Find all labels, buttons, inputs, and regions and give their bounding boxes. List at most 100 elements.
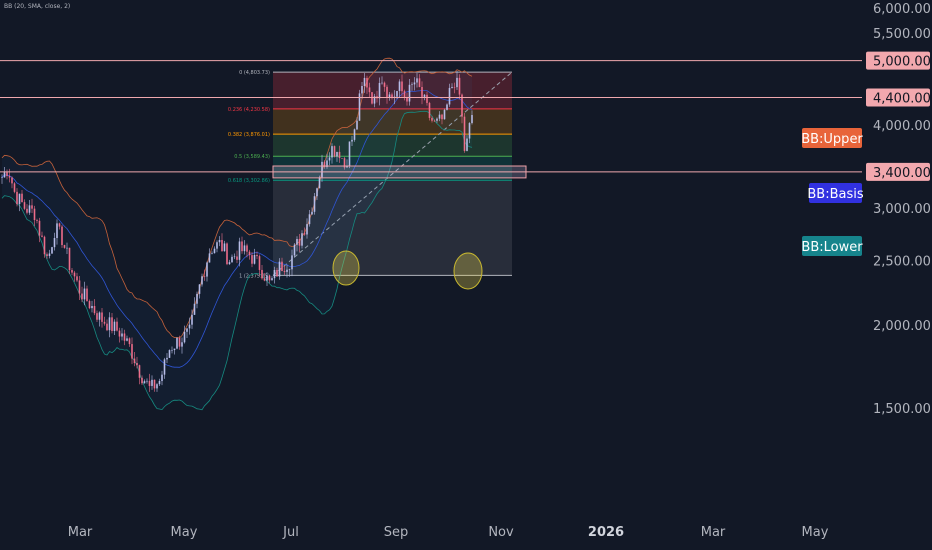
candle-body [218,239,221,243]
candle-body [88,301,91,309]
candle-body [78,280,81,294]
candle-body [181,342,183,347]
candle-body [353,129,356,140]
candle-body [116,321,118,331]
candle-body [101,312,103,322]
candle-body [203,276,206,277]
candle-body [348,141,351,167]
candle-body [6,172,8,176]
candle-body [221,239,223,252]
bb-tag [802,236,862,256]
indicator-label[interactable]: BB (20, SMA, close, 2) [4,3,71,10]
candle-body [301,233,303,246]
candle-body [141,377,143,384]
candle-body [286,269,288,272]
candle-body [123,333,126,341]
candle-body [453,86,456,88]
candle-body [288,269,291,270]
bb-fill [2,58,472,410]
candle-body [358,93,361,121]
candle-body [66,247,68,249]
candle-body [71,270,73,273]
candle-body [201,276,203,285]
highlight-circle[interactable] [332,250,360,286]
candle-body [293,244,296,256]
candle-body [233,256,236,258]
candle-body [411,84,413,85]
time-axis[interactable]: Mar May Jul Sep Nov 2026 Mar May [68,525,829,540]
candle-body [383,82,386,87]
bb-tag-label: BB:Basis [807,187,863,202]
candle-body [306,224,308,235]
candle-body [11,177,13,184]
candle-body [308,214,311,225]
candle-body [443,109,446,120]
bb-lower-line [1,110,473,411]
candle-body [113,321,116,331]
candle-body [223,243,226,252]
candle-body [401,81,403,92]
candle-body [291,255,293,270]
candle-body [466,138,468,151]
candle-body [273,269,276,279]
candle-body [108,317,111,331]
candle-body [3,172,6,178]
candle-body [428,102,431,118]
candle-body [253,254,256,264]
candle-body [56,223,58,239]
candle-body [16,191,18,205]
fib-trend-line [272,71,513,276]
candle-body [58,223,61,227]
candle-body [73,272,76,277]
candle-body [271,278,273,281]
candle-body [378,82,381,99]
candle-body [213,248,216,254]
candle-body [33,208,36,221]
candle-body [191,314,193,325]
candle-body [456,77,458,88]
y-tick-label: 2,000.00 [873,319,931,334]
candle-body [356,120,358,130]
candle-body [398,81,401,91]
candle-body [226,243,228,265]
candle-body [103,321,106,324]
candle-body [198,284,201,294]
candle-body [413,82,416,85]
highlight-circle[interactable] [453,252,483,290]
bb-tag [809,183,862,203]
candle-body [183,331,186,343]
candle-body [156,384,158,389]
price-axis[interactable]: 6,000.00 5,500.00 4,000.00 3,000.00 2,500.00… [873,2,931,417]
horizontal-levels[interactable]: 5,000.00 4,400.00 3,400.00 [0,51,931,181]
candle-body [31,205,33,209]
candle-body [68,247,71,271]
candle-body [121,333,123,337]
y-tick-label: 3,000.00 [873,202,931,217]
y-tick-label: 5,500.00 [873,27,931,42]
candle-body [138,365,141,378]
candle-body [111,317,113,331]
candle-body [126,338,128,341]
candle-body [251,255,253,264]
fib-level-label: 0.618 (3,302.86) [228,178,270,184]
candle-body [416,78,418,83]
candle-body [366,77,368,88]
candle-body [143,381,146,384]
candle-body [173,348,176,351]
candle-body [298,239,301,246]
candle-body [448,87,451,105]
fib-level-label: 0.236 (4,230.58) [228,107,270,113]
candle-body [28,205,31,213]
candle-body [266,275,268,281]
candle-body [351,139,353,142]
candle-body [328,157,331,161]
candle-body [211,253,213,254]
candle-body [438,114,441,119]
candle-body [256,254,258,257]
candle-body [193,303,196,315]
candle-body [373,96,376,104]
candle-body [321,161,323,178]
candle-body [106,323,108,331]
candle-body [36,220,38,221]
